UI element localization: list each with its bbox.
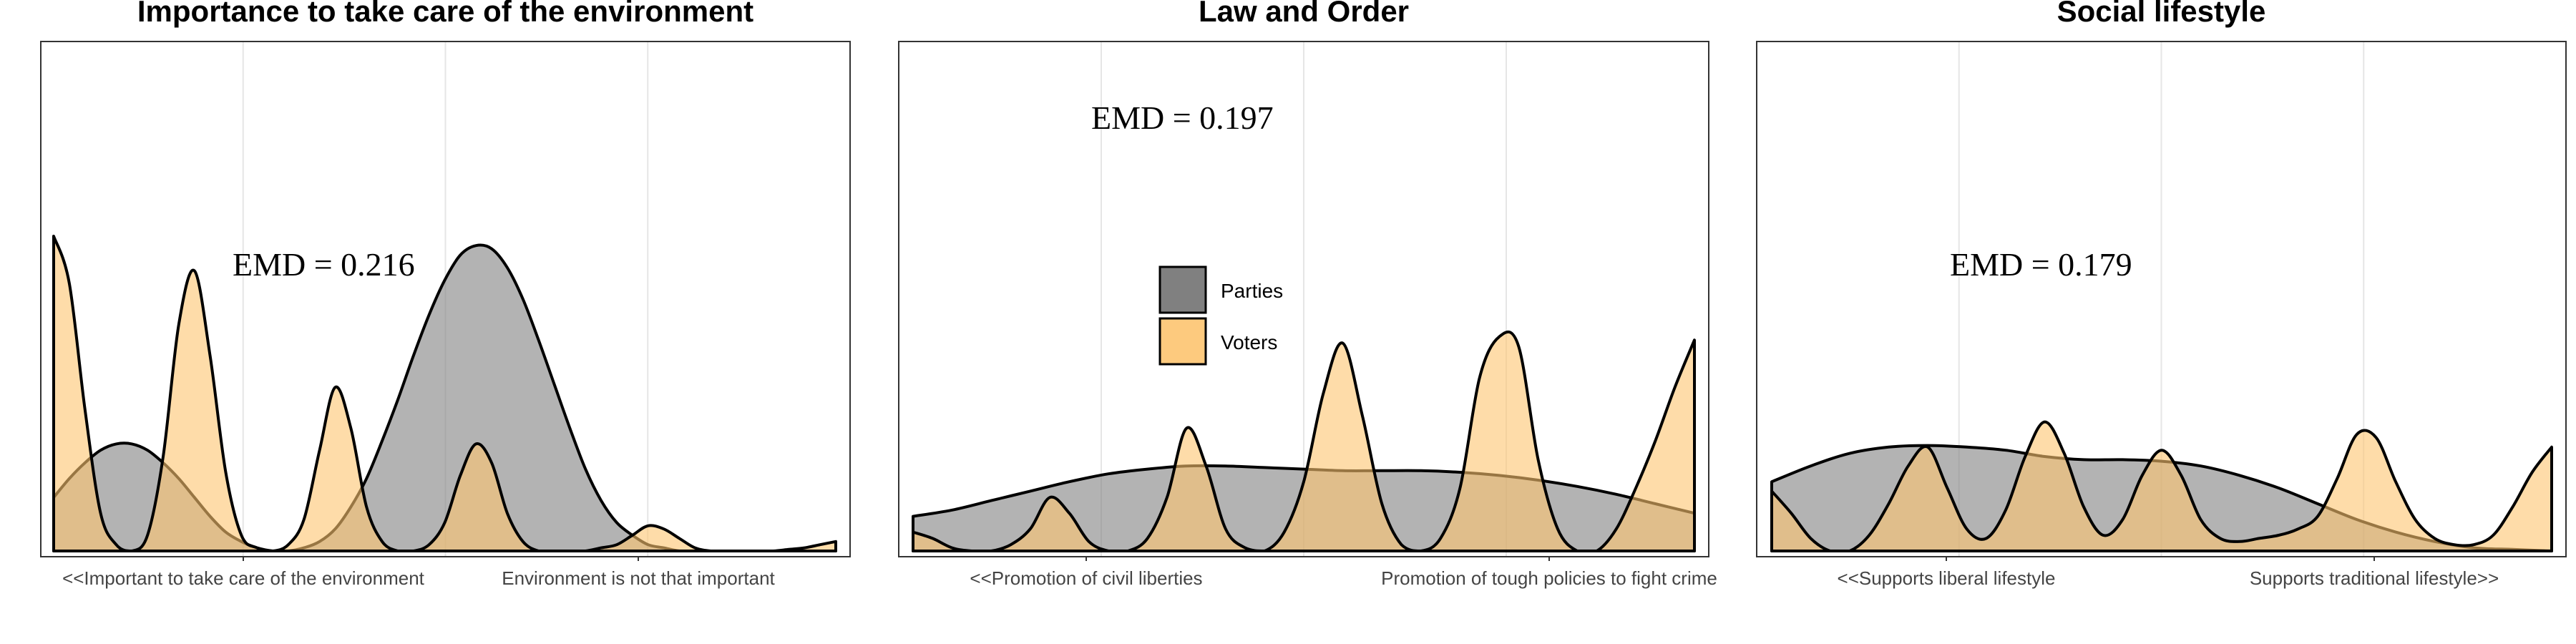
legend-swatch-parties — [1158, 265, 1207, 314]
panel-border — [40, 41, 851, 557]
legend-swatch-voters — [1158, 317, 1207, 366]
density-voters — [52, 235, 837, 552]
panel-title: Importance to take care of the environme… — [137, 0, 753, 28]
tick-label: Promotion of tough policies to fight cri… — [1381, 567, 1717, 589]
emd-annotation: EMD = 0.197 — [1091, 99, 1274, 136]
tick-label: Supports traditional lifestyle>> — [2250, 567, 2499, 589]
panel-1: Importance to take care of the environme… — [40, 0, 851, 589]
tick-label: <<Promotion of civil liberties — [970, 567, 1202, 589]
panel-title: Social lifestyle — [2057, 0, 2266, 28]
legend-label-voters: Voters — [1221, 331, 1277, 353]
panel-3: Social lifestyle EMD = 0.179 <<Supports li… — [1756, 0, 2567, 589]
density-voters — [912, 330, 1696, 552]
panel-2: Law and Order EMD = 0.197 <<Promotion of c… — [898, 0, 1717, 589]
legend-label-parties: Parties — [1221, 280, 1283, 302]
legend: Parties Voters — [1158, 265, 1283, 366]
panel-border — [1756, 41, 2567, 557]
tick-label: <<Important to take care of the environm… — [62, 567, 425, 589]
panel-border — [898, 41, 1709, 557]
emd-annotation: EMD = 0.216 — [233, 246, 415, 283]
tick-label: <<Supports liberal lifestyle — [1838, 567, 2056, 589]
panels: Importance to take care of the environme… — [40, 0, 2567, 589]
panel-title: Law and Order — [1199, 0, 1409, 28]
tick-label: Environment is not that important — [502, 567, 775, 589]
density-voters — [1770, 420, 2553, 552]
emd-annotation: EMD = 0.179 — [1950, 246, 2132, 283]
